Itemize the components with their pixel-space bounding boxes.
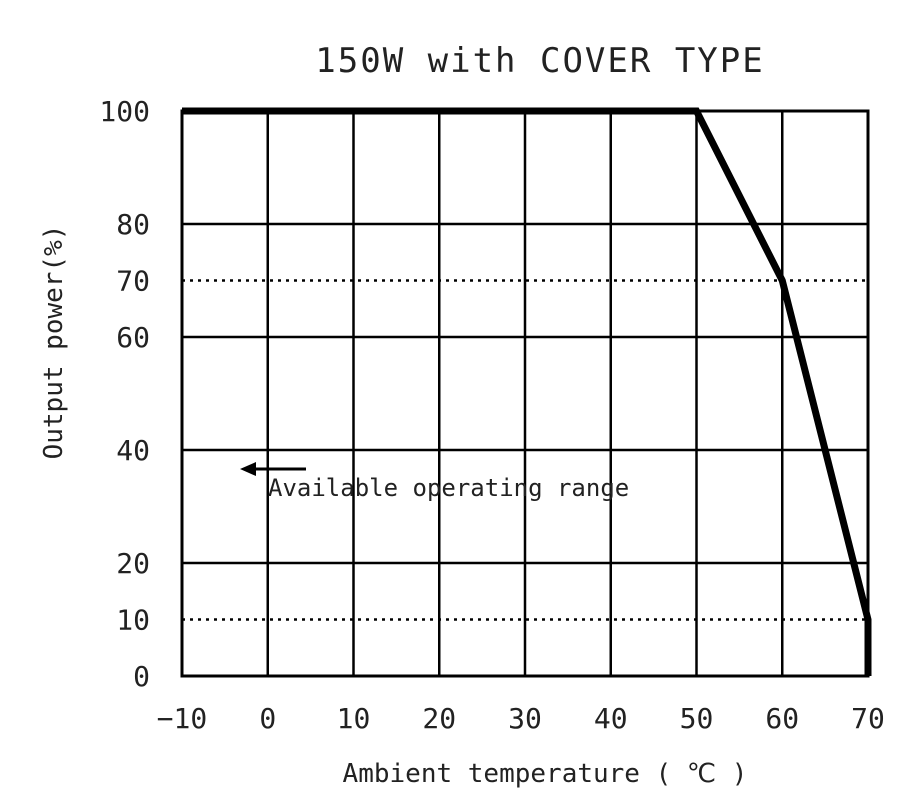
x-tick-label: 10 [337, 702, 371, 735]
y-tick-label: 20 [116, 547, 150, 580]
chart-title: 150W with COVER TYPE [315, 41, 764, 81]
annotation-arrow-head [240, 462, 256, 476]
y-tick-label: 0 [133, 660, 150, 693]
annotation-text: Available operating range [268, 474, 629, 502]
y-tick-labels: 0 10 20 40 60 70 80 100 [99, 95, 150, 693]
x-tick-label: 20 [422, 702, 456, 735]
x-tick-labels: −10 0 10 20 30 40 50 60 70 [157, 702, 885, 735]
reference-lines [182, 279, 868, 621]
y-axis-label: Output power(%) [39, 225, 69, 460]
x-tick-label: 0 [259, 702, 276, 735]
x-tick-label: 70 [851, 702, 885, 735]
y-tick-label: 100 [99, 95, 150, 128]
annotation: Available operating range [240, 462, 629, 502]
x-tick-label: 50 [680, 702, 714, 735]
y-tick-label: 70 [116, 265, 150, 298]
x-tick-label: 40 [594, 702, 628, 735]
x-tick-label: 60 [765, 702, 799, 735]
grid-lines [182, 111, 868, 676]
series-layer [182, 107, 872, 676]
y-tick-label: 40 [116, 434, 150, 467]
derating-curve [182, 107, 872, 676]
y-tick-label: 10 [116, 604, 150, 637]
x-tick-label: −10 [157, 702, 208, 735]
x-axis-label: Ambient temperature ( ℃ ) [343, 759, 748, 789]
y-tick-label: 80 [116, 208, 150, 241]
x-tick-label: 30 [508, 702, 542, 735]
y-tick-label: 60 [116, 321, 150, 354]
